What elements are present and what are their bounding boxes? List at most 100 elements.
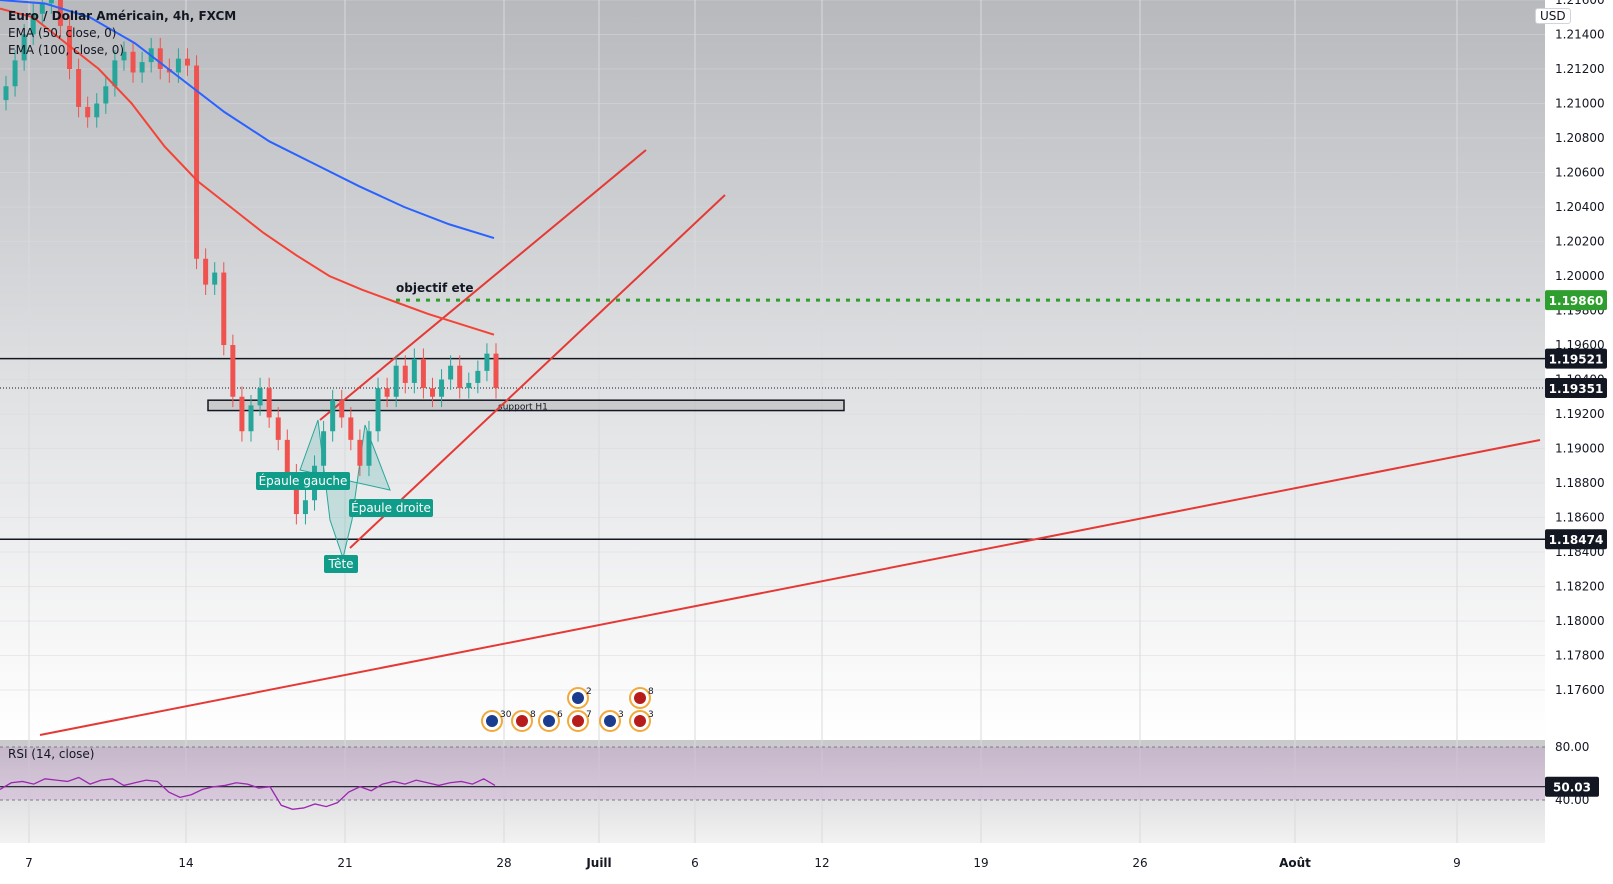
candle[interactable]	[21, 24, 27, 71]
price-tick-label[interactable]: 1.18800	[1555, 476, 1605, 490]
candle[interactable]	[239, 386, 245, 442]
price-tick-label[interactable]: 1.20600	[1555, 166, 1605, 180]
price-tick-label[interactable]: 1.20400	[1555, 200, 1605, 214]
pattern-label[interactable]: Épaule gauche	[256, 472, 350, 490]
ema100-line[interactable]	[0, 0, 495, 240]
support-zone[interactable]	[207, 399, 845, 412]
rsi-level-label[interactable]: 80.00	[1555, 740, 1589, 754]
candle[interactable]	[248, 395, 254, 442]
ema50-line[interactable]	[0, 7, 495, 336]
candle[interactable]	[3, 75, 9, 111]
candle[interactable]	[157, 37, 163, 80]
candle[interactable]	[439, 369, 445, 408]
candle[interactable]	[457, 355, 463, 399]
candle[interactable]	[321, 420, 327, 477]
price-tick-label[interactable]: 1.21200	[1555, 62, 1605, 76]
price-tick-label[interactable]: 1.21400	[1555, 28, 1605, 42]
rsi-line[interactable]	[0, 776, 496, 810]
candle[interactable]	[257, 377, 263, 416]
time-tick-label[interactable]: 26	[1132, 856, 1147, 870]
candle[interactable]	[67, 15, 73, 80]
price-tick-label[interactable]: 1.20000	[1555, 269, 1605, 283]
candle[interactable]	[48, 0, 54, 14]
price-tick-label[interactable]: 1.21000	[1555, 97, 1605, 111]
channel-lower-line[interactable]	[349, 194, 726, 549]
candle[interactable]	[411, 348, 417, 394]
candle[interactable]	[393, 355, 399, 408]
pattern-label[interactable]: Épaule droite	[349, 499, 433, 517]
candle[interactable]	[130, 41, 136, 83]
candle[interactable]	[39, 0, 45, 25]
price-badge[interactable]: 1.18474	[1545, 529, 1607, 550]
candle[interactable]	[384, 377, 390, 408]
event-marker[interactable]: 30	[481, 710, 512, 732]
pattern-label[interactable]: Tête	[324, 555, 358, 573]
candle[interactable]	[212, 262, 218, 295]
candle[interactable]	[348, 407, 354, 451]
price-badge[interactable]: 1.19521	[1545, 348, 1607, 369]
candle[interactable]	[375, 377, 381, 442]
time-scale-background[interactable]	[0, 843, 1545, 880]
candle[interactable]	[203, 248, 209, 295]
candle[interactable]	[221, 262, 227, 356]
price-tick-label[interactable]: 1.19200	[1555, 407, 1605, 421]
candle[interactable]	[448, 355, 454, 390]
price-tick-label[interactable]: 1.20200	[1555, 235, 1605, 249]
time-tick-label[interactable]: 9	[1453, 856, 1461, 870]
time-tick-label[interactable]: Juill	[585, 856, 611, 870]
candle[interactable]	[184, 48, 190, 76]
currency-label[interactable]: USD	[1535, 8, 1571, 24]
time-tick-label[interactable]: Août	[1279, 856, 1311, 870]
candle[interactable]	[366, 420, 372, 477]
price-tick-label[interactable]: 1.20800	[1555, 131, 1605, 145]
event-marker[interactable]: 7	[567, 710, 592, 732]
candle[interactable]	[330, 389, 336, 442]
event-marker[interactable]: 8	[629, 687, 654, 709]
channel-upper-line[interactable]	[319, 149, 647, 421]
candle[interactable]	[57, 0, 63, 37]
candle[interactable]	[139, 51, 145, 83]
ema50-legend[interactable]: EMA (50, close, 0)	[8, 26, 117, 40]
time-tick-label[interactable]: 28	[496, 856, 511, 870]
candle[interactable]	[429, 377, 435, 408]
candle[interactable]	[302, 489, 308, 525]
candle[interactable]	[420, 348, 426, 399]
time-tick-label[interactable]: 14	[178, 856, 193, 870]
candle[interactable]	[266, 377, 272, 428]
time-tick-label[interactable]: 7	[25, 856, 33, 870]
price-tick-label[interactable]: 1.17800	[1555, 649, 1605, 663]
candle[interactable]	[194, 55, 200, 270]
candle[interactable]	[30, 3, 36, 45]
candle[interactable]	[402, 355, 408, 394]
candle[interactable]	[339, 389, 345, 428]
candle[interactable]	[275, 407, 281, 451]
price-tick-label[interactable]: 1.18000	[1555, 614, 1605, 628]
time-tick-label[interactable]: 19	[973, 856, 988, 870]
price-tick-label[interactable]: 1.19000	[1555, 442, 1605, 456]
candle[interactable]	[85, 96, 91, 128]
time-tick-label[interactable]: 12	[814, 856, 829, 870]
rsi-legend[interactable]: RSI (14, close)	[8, 747, 95, 761]
ema100-legend[interactable]: EMA (100, close, 0)	[8, 43, 125, 57]
candle[interactable]	[466, 372, 472, 399]
candle[interactable]	[121, 41, 127, 71]
rsi-current-badge[interactable]	[1545, 776, 1599, 797]
event-marker[interactable]: 3	[599, 710, 624, 732]
time-tick-label[interactable]: 21	[337, 856, 352, 870]
price-tick-label[interactable]: 1.19600	[1555, 338, 1605, 352]
candle[interactable]	[475, 360, 481, 394]
candle[interactable]	[493, 343, 499, 399]
candle[interactable]	[357, 429, 363, 477]
candle[interactable]	[94, 93, 100, 128]
price-tick-label[interactable]: 1.18600	[1555, 511, 1605, 525]
price-tick-label[interactable]: 1.21600	[1555, 0, 1605, 7]
price-tick-label[interactable]: 1.17600	[1555, 683, 1605, 697]
long-trendline[interactable]	[39, 439, 1541, 736]
symbol-title[interactable]: Euro / Dollar Américain, 4h, FXCM	[8, 9, 237, 23]
price-badge[interactable]: 1.19351	[1545, 377, 1607, 398]
candle[interactable]	[76, 58, 82, 118]
time-tick-label[interactable]: 6	[691, 856, 699, 870]
candle[interactable]	[484, 343, 490, 382]
candle[interactable]	[112, 50, 118, 97]
